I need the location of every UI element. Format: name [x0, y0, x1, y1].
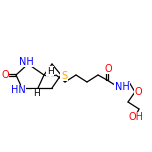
Text: O: O: [104, 64, 112, 74]
Text: O: O: [1, 70, 9, 80]
Text: S: S: [61, 71, 67, 81]
Text: O: O: [134, 87, 142, 97]
Text: OH: OH: [128, 112, 143, 122]
Text: HN: HN: [11, 85, 25, 95]
Text: H: H: [47, 67, 53, 76]
Text: NH: NH: [19, 57, 33, 67]
Text: H: H: [33, 90, 39, 98]
Text: NH: NH: [115, 82, 129, 92]
